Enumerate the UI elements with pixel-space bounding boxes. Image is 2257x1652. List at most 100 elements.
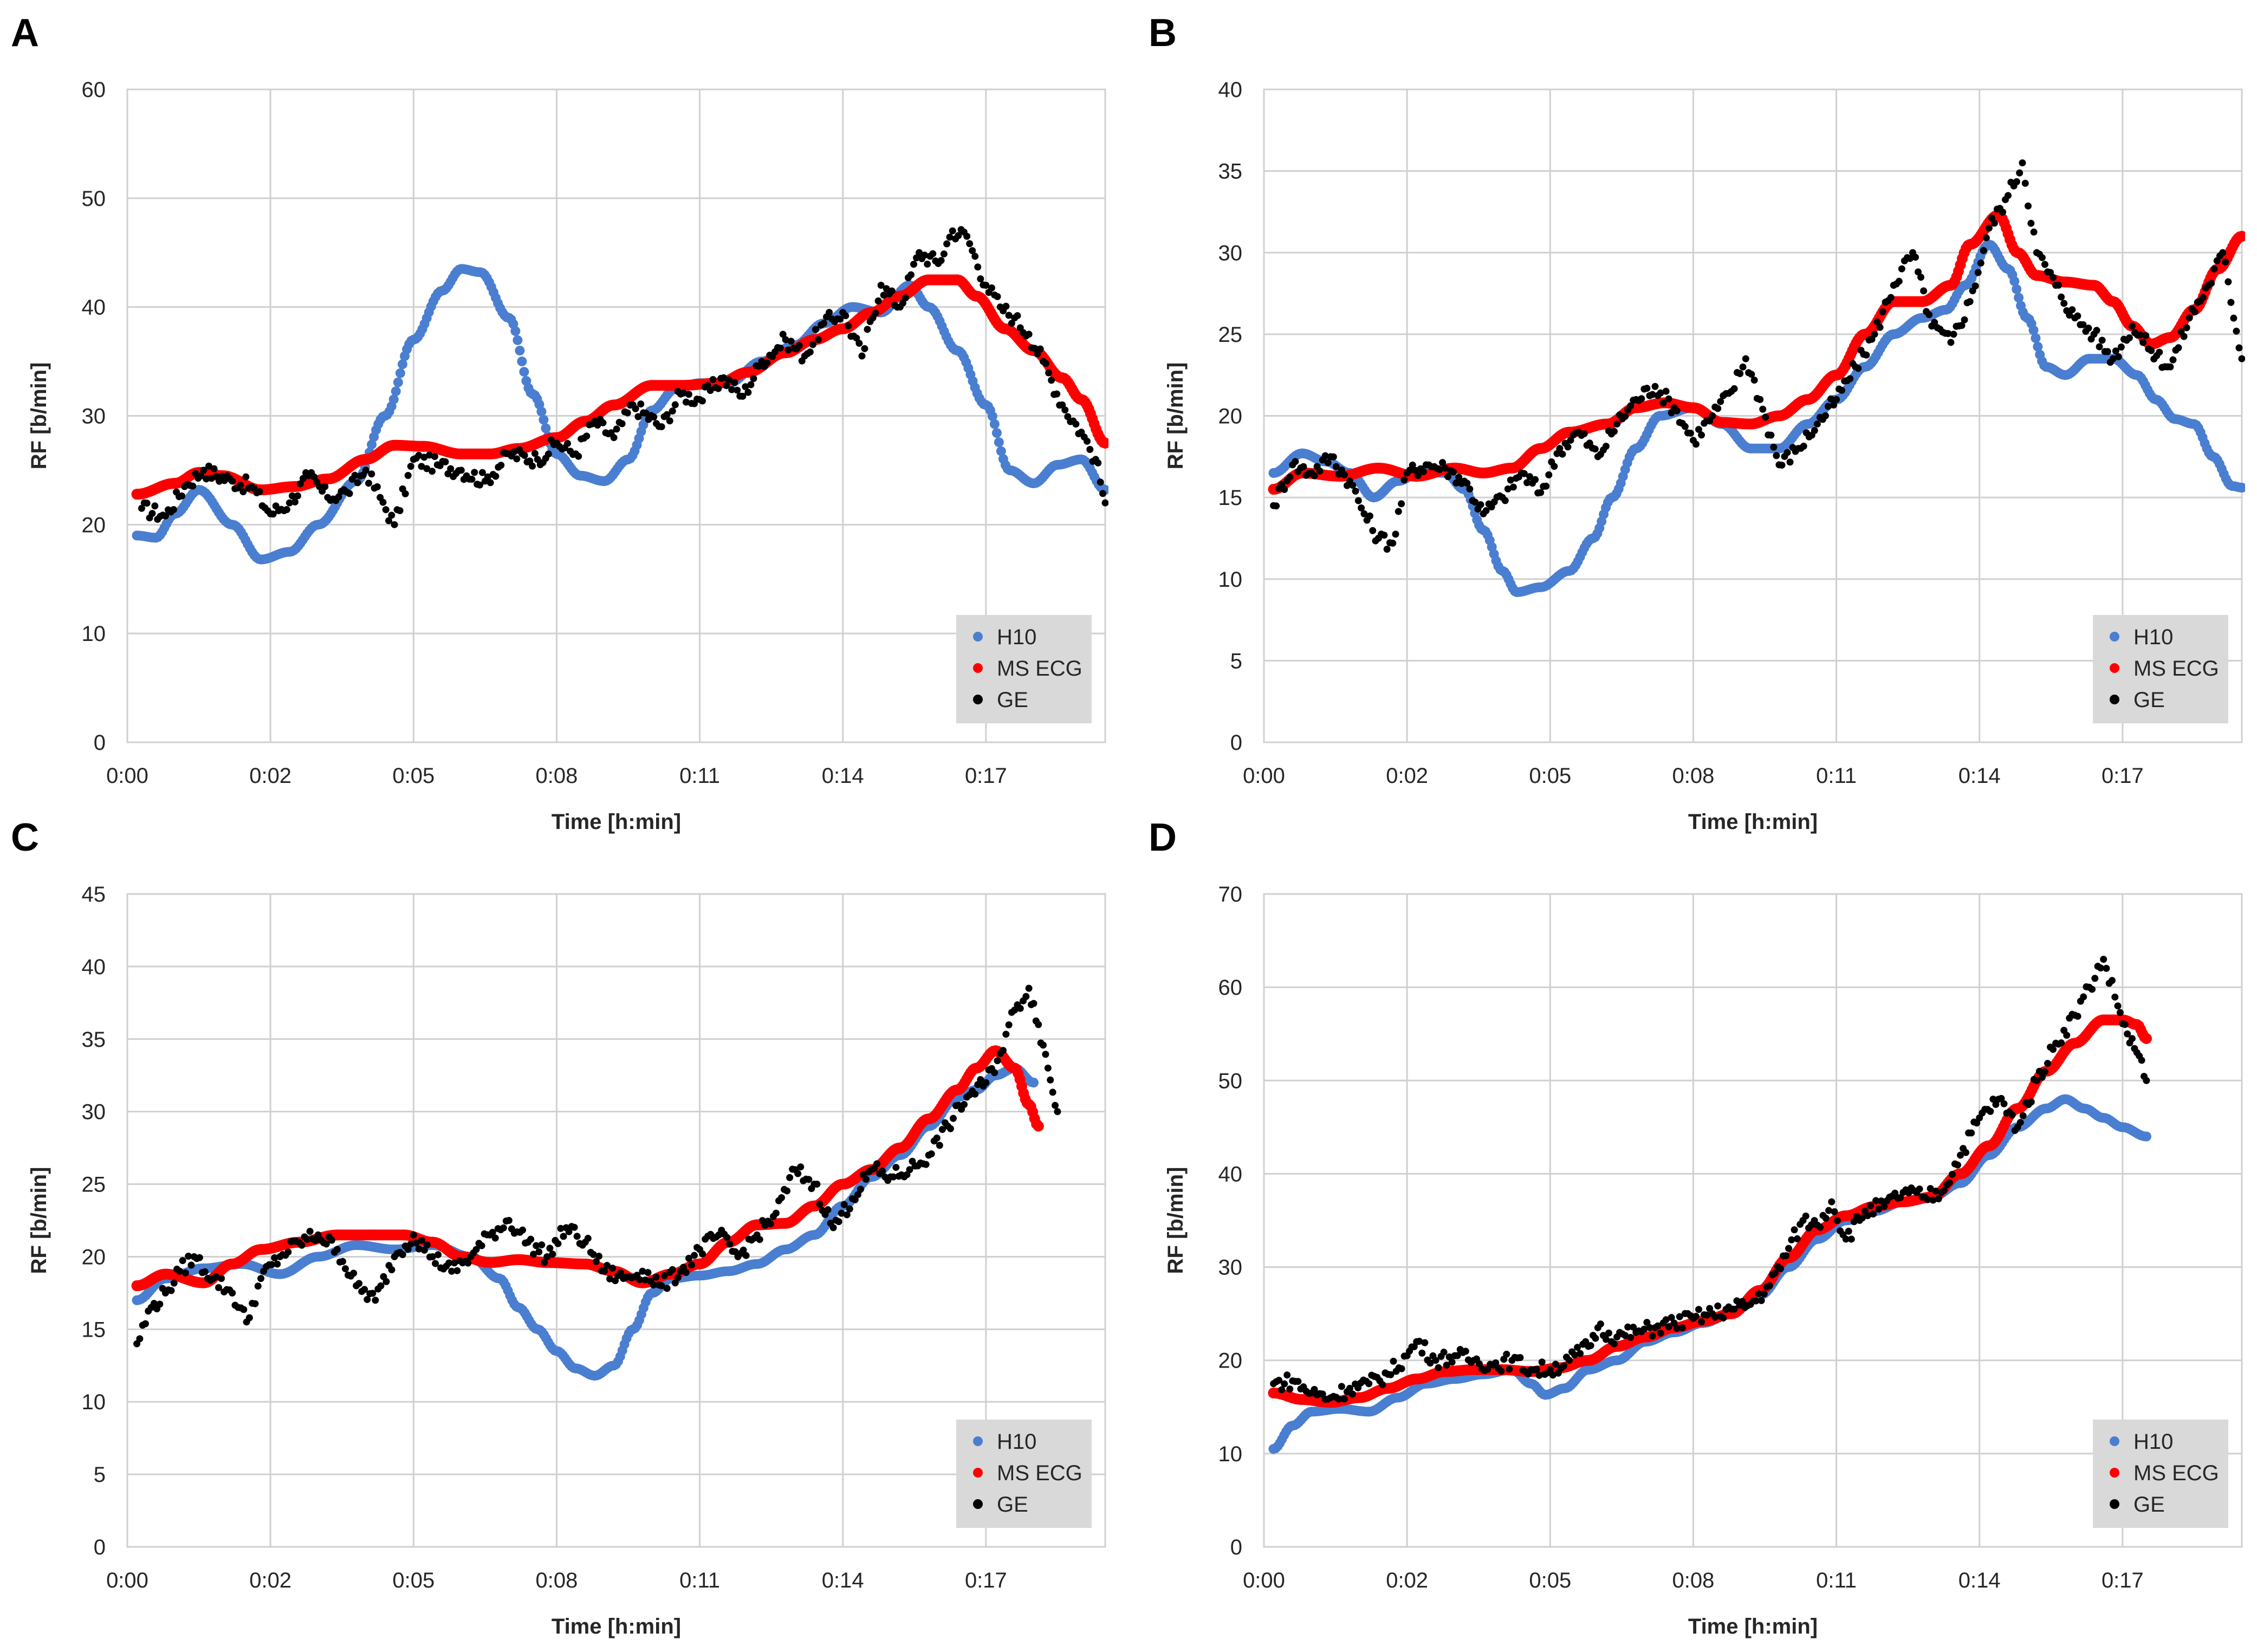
scatter-dot bbox=[583, 432, 591, 440]
data-point bbox=[782, 336, 789, 344]
series-ms-ecg bbox=[1268, 1014, 2152, 1408]
scatter-dot bbox=[1366, 512, 1373, 520]
scatter-dot bbox=[865, 1168, 873, 1176]
trace-dot bbox=[367, 439, 377, 450]
scatter-dot bbox=[502, 450, 510, 457]
y-tick-label: 10 bbox=[82, 1390, 106, 1414]
x-tick-label: 0:05 bbox=[392, 1569, 434, 1592]
scatter-dot bbox=[388, 1266, 395, 1273]
scatter-dot bbox=[709, 375, 717, 383]
scatter-dot bbox=[883, 285, 890, 293]
scatter-dot bbox=[1944, 330, 1952, 338]
scatter-dot bbox=[570, 1223, 578, 1231]
scatter-dot bbox=[187, 1261, 195, 1269]
scatter-dot bbox=[365, 480, 373, 487]
scatter-dot bbox=[432, 1260, 439, 1267]
x-tick-label: 0:11 bbox=[1816, 764, 1857, 788]
scatter-dot bbox=[763, 359, 771, 367]
scatter-dot bbox=[971, 252, 979, 260]
scatter-dot bbox=[599, 419, 607, 426]
scatter-dot bbox=[1002, 1031, 1010, 1038]
x-tick-label: 0:14 bbox=[1958, 764, 2001, 788]
legend-label: H10 bbox=[997, 1430, 1036, 1454]
scatter-dot bbox=[1463, 480, 1471, 487]
scatter-dot bbox=[1286, 474, 1294, 481]
scatter-dot bbox=[613, 425, 620, 433]
scatter-dot bbox=[731, 1248, 739, 1255]
scatter-dot bbox=[1673, 407, 1681, 414]
scatter-dot bbox=[306, 1228, 314, 1235]
scatter-dot bbox=[1627, 402, 1635, 410]
scatter-dot bbox=[1008, 1008, 1015, 1016]
scatter-dot bbox=[1032, 1017, 1040, 1025]
scatter-dot bbox=[312, 1236, 319, 1244]
scatter-dot bbox=[1349, 482, 1357, 489]
scatter-dot bbox=[950, 1115, 957, 1122]
trace-dot bbox=[2237, 483, 2245, 493]
scatter-dot bbox=[565, 1228, 573, 1235]
scatter-dot bbox=[669, 1266, 676, 1273]
scatter-dot bbox=[1392, 530, 1399, 538]
scatter-dot bbox=[747, 381, 755, 388]
scatter-dot bbox=[1730, 385, 1738, 392]
scatter-dot bbox=[980, 281, 987, 289]
scatter-dot bbox=[808, 1185, 815, 1193]
scatter-dot bbox=[750, 1234, 758, 1242]
scatter-dot bbox=[795, 342, 803, 349]
y-tick-label: 60 bbox=[82, 78, 106, 102]
scatter-dot bbox=[1414, 472, 1422, 480]
scatter-dot bbox=[1698, 431, 1705, 439]
scatter-dot bbox=[744, 388, 752, 396]
scatter-dot bbox=[2183, 324, 2190, 332]
trace-dot bbox=[539, 414, 549, 425]
scatter-dot bbox=[1005, 312, 1013, 319]
scatter-dot bbox=[1496, 492, 1503, 500]
y-tick-label: 5 bbox=[1230, 649, 1242, 673]
scatter-dot bbox=[637, 400, 645, 408]
series-ge bbox=[1270, 159, 2245, 553]
y-axis-title: RF [b/min] bbox=[27, 1167, 51, 1274]
x-axis-title: Time [h:min] bbox=[1688, 1615, 1818, 1638]
scatter-dot bbox=[2230, 314, 2237, 322]
data-point bbox=[1442, 464, 1449, 472]
scatter-dot bbox=[726, 1240, 734, 1248]
data-point bbox=[1813, 420, 1821, 428]
scatter-dot bbox=[173, 1265, 181, 1273]
scatter-dot bbox=[2202, 284, 2209, 292]
scatter-dot bbox=[618, 420, 626, 427]
scatter-dot bbox=[1273, 502, 1280, 510]
scatter-dot bbox=[226, 475, 234, 482]
scatter-dot bbox=[529, 462, 536, 470]
scatter-dot bbox=[300, 475, 307, 482]
scatter-dot bbox=[1031, 345, 1039, 352]
scatter-dot bbox=[809, 341, 816, 348]
trace-dot bbox=[2031, 333, 2041, 344]
scatter-dot bbox=[1876, 323, 1884, 331]
scatter-dot bbox=[293, 1238, 300, 1245]
scatter-dot bbox=[426, 1253, 433, 1261]
data-point bbox=[1742, 355, 1749, 362]
scatter-dot bbox=[846, 1205, 853, 1213]
scatter-dot bbox=[1811, 427, 1818, 435]
legend-marker bbox=[973, 1468, 983, 1478]
scatter-dot bbox=[245, 1314, 253, 1321]
scatter-dot bbox=[624, 409, 631, 417]
scatter-dot bbox=[660, 1272, 668, 1279]
scatter-dot bbox=[464, 1259, 472, 1267]
scatter-dot bbox=[1750, 377, 1758, 384]
y-tick-label: 30 bbox=[82, 1100, 106, 1124]
scatter-dot bbox=[575, 452, 582, 460]
trace-dot bbox=[987, 411, 997, 422]
scatter-dot bbox=[1372, 537, 1379, 545]
scatter-dot bbox=[351, 471, 359, 479]
scatter-dot bbox=[604, 1261, 611, 1269]
scatter-dot bbox=[2041, 261, 2048, 268]
scatter-dot bbox=[418, 1236, 425, 1244]
scatter-dot bbox=[2021, 179, 2029, 187]
scatter-dot bbox=[840, 1201, 848, 1208]
trace-dot bbox=[2014, 293, 2024, 303]
scatter-dot bbox=[786, 1174, 794, 1181]
scatter-dot bbox=[632, 405, 639, 412]
scatter-dot bbox=[936, 1142, 943, 1149]
scatter-dot bbox=[940, 250, 948, 258]
